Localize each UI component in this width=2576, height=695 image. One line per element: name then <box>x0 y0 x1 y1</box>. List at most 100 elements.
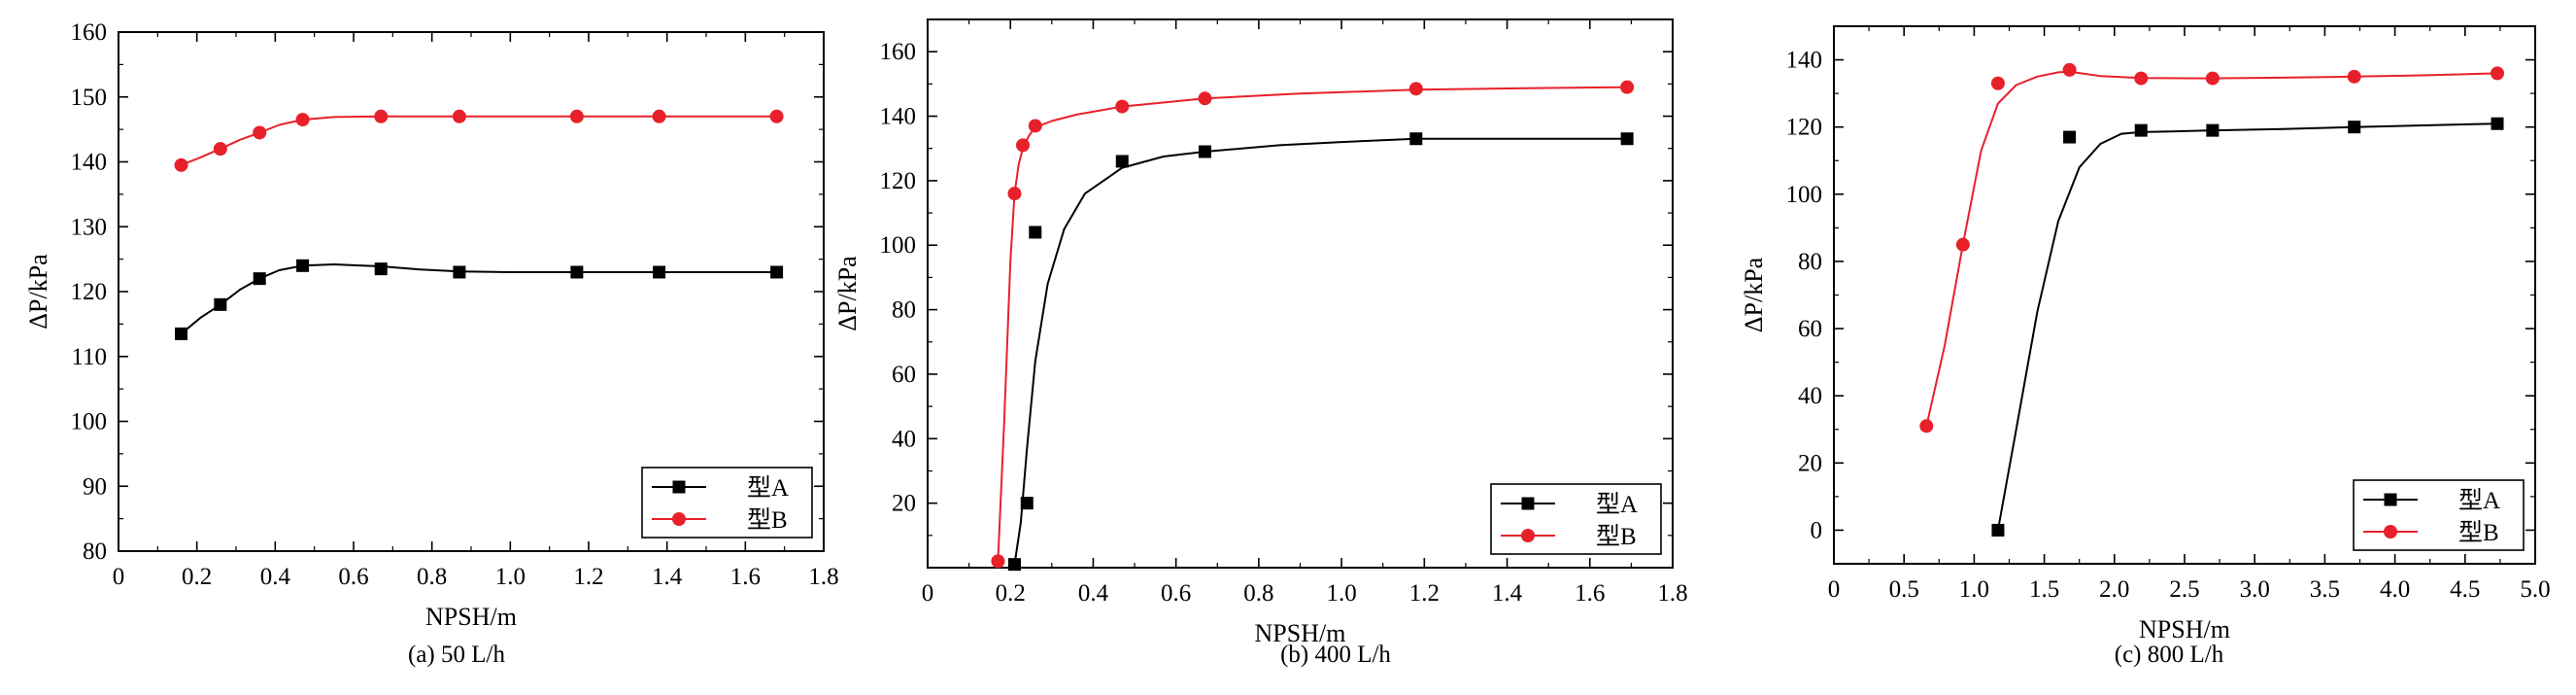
y-tick-label: 40 <box>892 426 916 452</box>
x-tick-label: 2.5 <box>2169 576 2199 603</box>
legend-box <box>2353 479 2525 551</box>
y-tick-label: 120 <box>1786 115 1823 141</box>
y-tick-label: 80 <box>892 297 916 324</box>
caption-b: (b) 400 L/h <box>1280 642 1391 668</box>
x-tick-label: 1.0 <box>495 564 525 590</box>
y-tick-label: 120 <box>880 168 917 194</box>
x-tick-label: 0.4 <box>260 564 291 590</box>
data-point-b <box>2491 66 2505 81</box>
x-tick-label: 0 <box>1828 576 1841 603</box>
x-tick-label: 1.4 <box>1492 580 1523 607</box>
y-tick-label: 100 <box>1786 182 1823 208</box>
data-point-a <box>653 265 666 279</box>
data-point-a <box>1620 132 1634 146</box>
chart-2: 0 0.2 0.4 0.6 0.8 1.0 1.2 1.4 1.6 1.8 20 40 60 80 100 1… <box>833 18 1688 647</box>
x-tick-label: 1.5 <box>2029 576 2059 603</box>
y-tick-label: 140 <box>1786 48 1823 74</box>
y-tick-label: 150 <box>71 85 108 111</box>
y-tick-label: 0 <box>1811 517 1823 543</box>
x-tick-label: 0.8 <box>417 564 447 590</box>
chart-1: 0 0.2 0.4 0.6 0.8 1.0 1.2 1.4 1.6 1.8 80 90 100 110 12… <box>24 19 839 631</box>
legend-label-b: 型B <box>2458 519 2499 546</box>
y-tick-label: 140 <box>880 104 917 130</box>
y-tick-label: 40 <box>1798 383 1822 409</box>
caption-c: (c) 800 L/h <box>2114 642 2224 668</box>
data-point-a <box>770 265 784 279</box>
x-tick-label: 0.2 <box>996 580 1026 607</box>
data-point-b <box>769 109 784 123</box>
x-tick-label: 0.8 <box>1243 580 1273 607</box>
data-point-b <box>2347 69 2361 84</box>
data-point-b <box>991 554 1005 569</box>
data-point-b <box>1990 76 2005 90</box>
data-point-b <box>452 109 466 123</box>
x-tick-label: 0 <box>922 580 934 607</box>
data-point-b <box>652 109 666 123</box>
data-point-a <box>1409 132 1423 146</box>
legend-label-a: 型A <box>747 474 789 502</box>
data-point-a <box>1020 497 1034 510</box>
y-tick-label: 60 <box>1798 316 1822 342</box>
x-tick-label: 1.0 <box>1959 576 1989 603</box>
legend: 型A 型B <box>2353 479 2525 551</box>
y-tick-label: 80 <box>83 539 107 565</box>
x-tick-label: 1.8 <box>808 564 838 590</box>
y-tick-label: 140 <box>71 150 108 176</box>
legend-marker-square <box>1521 497 1535 510</box>
data-point-a <box>2206 123 2220 137</box>
x-tick-label: 5.0 <box>2520 576 2550 603</box>
series-line-a <box>1013 137 1628 565</box>
x-tick-label: 1.4 <box>652 564 683 590</box>
legend-label-a: 型A <box>1596 491 1638 518</box>
x-tick-label: 0.5 <box>1889 576 1919 603</box>
data-point-a <box>214 297 227 311</box>
y-tick-label: 100 <box>880 232 917 259</box>
legend-label-b: 型B <box>747 506 788 534</box>
data-point-b <box>2134 71 2149 86</box>
legend: 型A 型B <box>1490 483 1662 555</box>
x-tick-label: 1.6 <box>730 564 761 590</box>
data-point-b <box>1115 99 1130 114</box>
legend-marker-square <box>2384 493 2397 506</box>
x-tick-label: 1.0 <box>1326 580 1356 607</box>
legend-marker-circle <box>672 512 686 526</box>
y-axis-label: ΔP/kPa <box>833 256 862 331</box>
x-axis-label: NPSH/m <box>425 603 517 631</box>
legend-label-a: 型A <box>2458 487 2500 514</box>
data-point-a <box>175 327 188 340</box>
data-point-b <box>1919 419 1934 434</box>
y-tick-label: 20 <box>1798 450 1822 476</box>
data-point-a <box>2134 123 2148 137</box>
data-point-b <box>1198 91 1212 106</box>
data-point-b <box>1408 82 1423 96</box>
data-point-a <box>1115 155 1129 168</box>
y-axis-label: ΔP/kPa <box>1740 257 1768 332</box>
data-point-b <box>213 142 227 156</box>
y-tick-label: 160 <box>880 39 917 65</box>
caption-a: (a) 50 L/h <box>408 642 505 668</box>
legend-box <box>641 467 813 539</box>
legend-marker-square <box>672 480 686 494</box>
legend-marker-circle <box>1521 529 1535 542</box>
x-tick-label: 1.8 <box>1657 580 1687 607</box>
x-tick-label: 0.2 <box>182 564 212 590</box>
chart-3: 0 0.5 1.0 1.5 2.0 2.5 3.0 3.5 4.0 4.5 5.0 0 20 40 60 80… <box>1740 25 2551 643</box>
data-point-a <box>570 265 584 279</box>
data-point-b <box>1007 187 1022 201</box>
series-line-a <box>1996 122 2498 531</box>
data-point-a <box>2491 117 2504 130</box>
data-point-a <box>1198 145 1211 158</box>
data-point-b <box>295 113 310 127</box>
series-line-b <box>997 86 1628 562</box>
y-tick-label: 110 <box>71 344 107 370</box>
data-point-b <box>1028 119 1042 133</box>
data-point-a <box>1029 226 1042 239</box>
x-tick-label: 2.0 <box>2099 576 2129 603</box>
x-tick-label: 0.6 <box>338 564 368 590</box>
x-tick-label: 3.5 <box>2310 576 2340 603</box>
data-point-b <box>1620 80 1635 94</box>
data-point-b <box>1016 138 1031 153</box>
data-point-a <box>2348 121 2361 134</box>
data-point-a <box>296 259 310 272</box>
